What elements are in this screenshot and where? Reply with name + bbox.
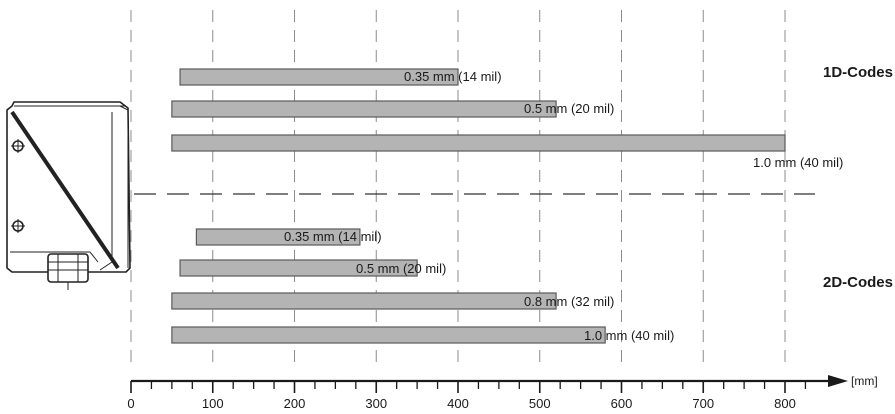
x-tick-label: 700 xyxy=(692,396,714,411)
bar-label: 0.35 mm (14 mil) xyxy=(284,229,382,244)
bar-label: 1.0 mm (40 mil) xyxy=(584,328,674,343)
bar-label: 0.5 mm (20 mil) xyxy=(524,101,614,116)
range-bar xyxy=(179,259,418,277)
x-tick-label: 400 xyxy=(447,396,469,411)
bars: 1D-Codes 0.35 mm (14 mil) 0.5 mm (20 mil) 1… xyxy=(171,64,893,344)
bar-label: 0.8 mm (32 mil) xyxy=(524,294,614,309)
range-bar xyxy=(171,292,557,310)
range-bar xyxy=(171,134,786,152)
bar-label: 0.5 mm (20 mil) xyxy=(356,261,446,276)
x-axis: [mm] 0 100 200 300 400 500 600 700 800 xyxy=(127,374,877,411)
range-bar xyxy=(179,68,459,86)
x-tick-label: 600 xyxy=(611,396,633,411)
bar-label: 0.35 mm (14 mil) xyxy=(404,69,502,84)
x-tick-label: 800 xyxy=(774,396,796,411)
scanner-device-icon xyxy=(6,101,131,290)
grid-lines xyxy=(130,10,786,370)
bar-label: 1.0 mm (40 mil) xyxy=(753,155,843,170)
range-bar xyxy=(195,228,361,246)
x-tick-label: 300 xyxy=(365,396,387,411)
range-bar xyxy=(171,326,606,344)
x-axis-unit: [mm] xyxy=(851,374,878,388)
x-axis-arrow-icon xyxy=(828,375,848,387)
group-title: 2D-Codes xyxy=(823,274,893,291)
x-tick-label: 0 xyxy=(127,396,134,411)
x-tick-label: 200 xyxy=(284,396,306,411)
range-bar xyxy=(171,100,557,118)
x-tick-label: 500 xyxy=(529,396,551,411)
x-tick-label: 100 xyxy=(202,396,224,411)
group-title: 1D-Codes xyxy=(823,64,893,81)
